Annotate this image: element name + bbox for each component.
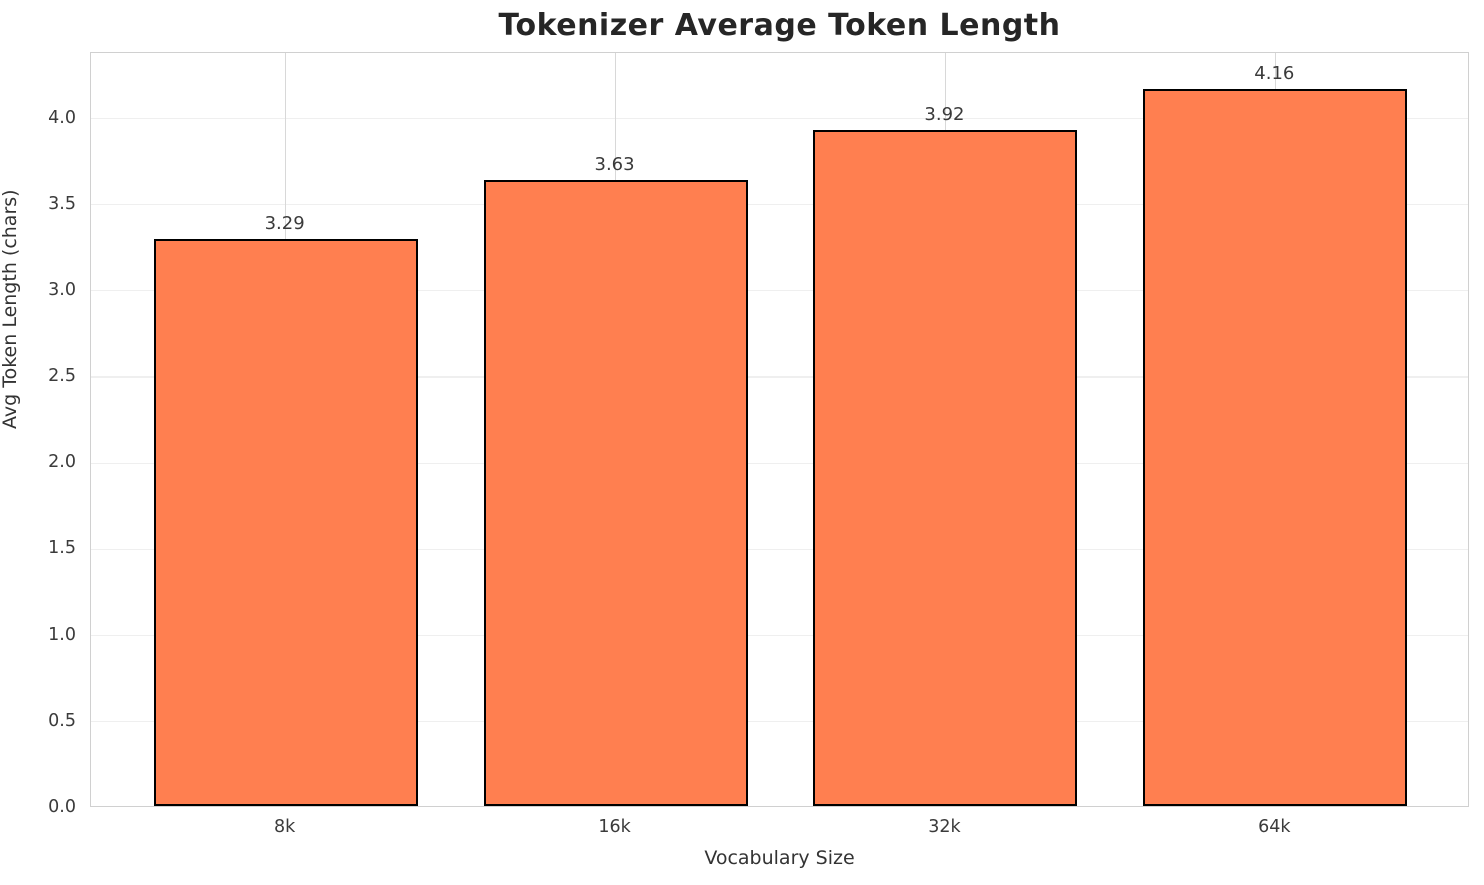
horizontal-gridline [91, 376, 1468, 378]
chart-title: Tokenizer Average Token Length [498, 8, 1061, 43]
y-tick-label: 2.0 [48, 452, 76, 473]
horizontal-gridline [91, 548, 1468, 551]
bar-32k [813, 130, 1078, 806]
bar-8k [153, 238, 418, 806]
horizontal-gridline [91, 290, 1468, 292]
y-tick-label: 0.5 [48, 710, 76, 731]
x-axis-label: Vocabulary Size [704, 847, 855, 869]
x-tick-label: 64k [1258, 817, 1291, 837]
bar-value-label: 3.63 [594, 154, 635, 176]
horizontal-gridline [91, 721, 1468, 723]
horizontal-gridline [91, 117, 1468, 120]
horizontal-gridline [91, 204, 1468, 206]
horizontal-gridline [91, 635, 1468, 637]
x-tick-label: 32k [928, 817, 961, 837]
x-tick-label: 16k [598, 817, 631, 837]
bar-value-label: 3.92 [924, 104, 965, 126]
horizontal-gridline [91, 462, 1468, 464]
y-tick-label: 1.0 [48, 624, 76, 645]
plot-area [90, 52, 1469, 807]
y-tick-label: 3.5 [48, 193, 76, 214]
bar-value-label: 4.16 [1254, 62, 1295, 84]
y-tick-label: 2.5 [48, 366, 76, 387]
y-axis-label: Avg Token Length (chars) [0, 189, 21, 429]
x-tick-label: 8k [274, 817, 296, 837]
y-tick-label: 1.5 [48, 538, 76, 559]
bar-16k [483, 180, 748, 806]
bar-value-label: 3.29 [264, 212, 305, 234]
y-tick-label: 3.0 [48, 279, 76, 300]
y-tick-label: 4.0 [48, 107, 76, 128]
y-tick-label: 0.0 [48, 797, 76, 817]
bar-64k [1143, 88, 1408, 806]
